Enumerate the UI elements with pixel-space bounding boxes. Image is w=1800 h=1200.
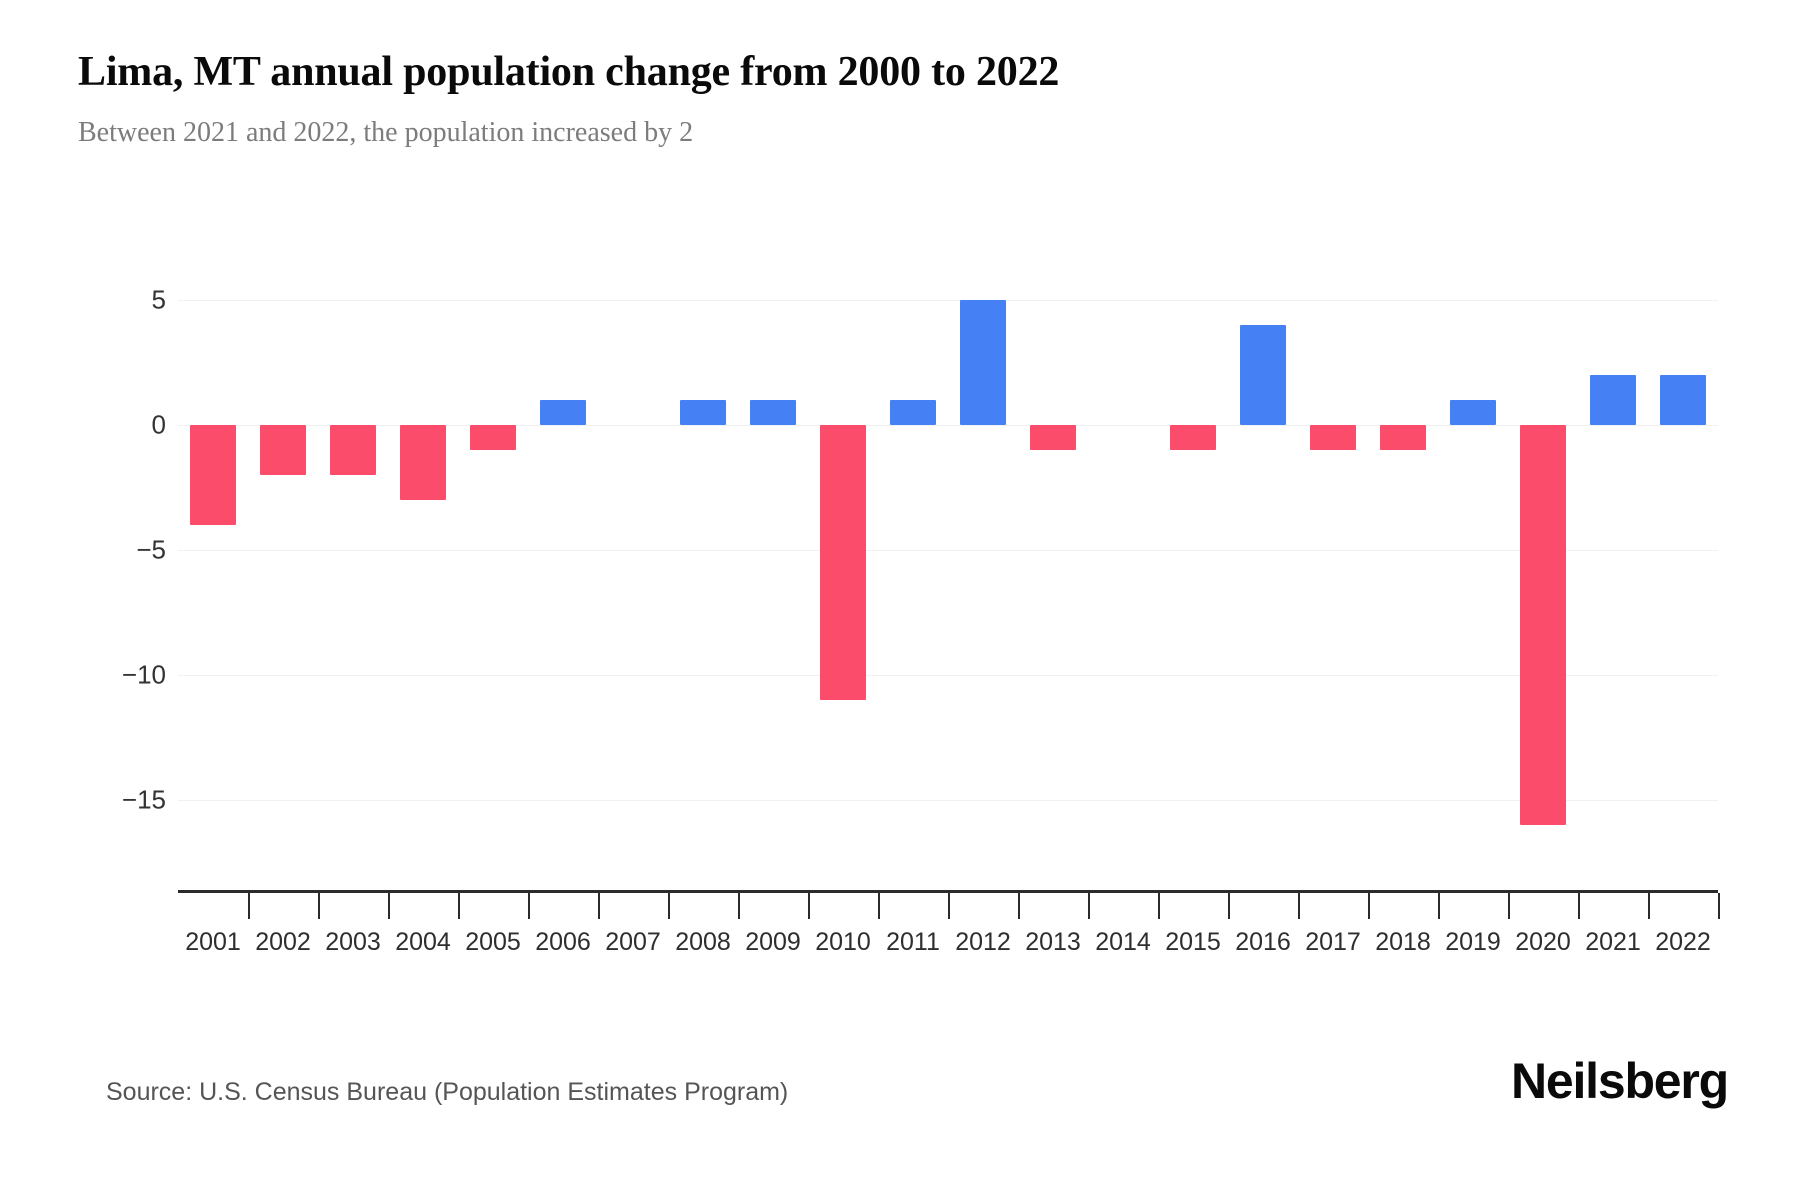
- bar-2010[interactable]: [819, 425, 867, 700]
- x-axis-tick-label: 2018: [1375, 928, 1431, 956]
- x-axis-tick: [1578, 893, 1580, 919]
- bar-2021[interactable]: [1589, 375, 1637, 425]
- x-axis-tick: [528, 893, 530, 919]
- x-axis-tick-label: 2019: [1445, 928, 1501, 956]
- bar-2022[interactable]: [1659, 375, 1707, 425]
- bar-2004[interactable]: [399, 425, 447, 500]
- y-axis-tick-label: 5: [151, 284, 166, 315]
- x-axis-tick: [388, 893, 390, 919]
- y-axis-tick-label: 0: [151, 409, 166, 440]
- bar-2001[interactable]: [189, 425, 237, 525]
- x-axis-tick: [318, 893, 320, 919]
- x-axis-tick: [1368, 893, 1370, 919]
- y-axis-tick-label: −10: [121, 659, 166, 690]
- x-axis-tick-label: 2016: [1235, 928, 1291, 956]
- bar-series: [178, 300, 1718, 825]
- x-axis-labels: 2001 2002 2003 2004 2005 2006 2007 2008 2009 2010…: [178, 928, 1718, 968]
- gridline: [178, 550, 1718, 551]
- x-axis-tick-label: 2010: [815, 928, 871, 956]
- bar-2003[interactable]: [329, 425, 377, 475]
- x-axis-tick: [1438, 893, 1440, 919]
- bar-2020[interactable]: [1519, 425, 1567, 825]
- gridline: [178, 300, 1718, 301]
- bar-2005[interactable]: [469, 425, 517, 450]
- x-axis-tick: [1088, 893, 1090, 919]
- x-axis-ticks: [178, 893, 1720, 919]
- x-axis-tick: [668, 893, 670, 919]
- x-axis-tick: [948, 893, 950, 919]
- x-axis-tick-label: 2006: [535, 928, 591, 956]
- x-axis-tick-label: 2021: [1585, 928, 1641, 956]
- x-axis-tick-label: 2007: [605, 928, 661, 956]
- chart-header: Lima, MT annual population change from 2…: [78, 48, 1718, 149]
- bar-2002[interactable]: [259, 425, 307, 475]
- chart-subtitle: Between 2021 and 2022, the population in…: [78, 116, 694, 148]
- page-title: Lima, MT annual population change from 2…: [78, 49, 1060, 95]
- x-axis-tick: [598, 893, 600, 919]
- y-axis-labels: 5 0 −5 −10 −15: [78, 285, 166, 815]
- bar-2015[interactable]: [1169, 425, 1217, 450]
- x-axis-tick-label: 2015: [1165, 928, 1221, 956]
- chart-gridlines: [178, 300, 1718, 801]
- x-axis-tick: [878, 893, 880, 919]
- x-axis-tick-label: 2008: [675, 928, 731, 956]
- bar-2008[interactable]: [679, 400, 727, 425]
- x-axis-tick: [738, 893, 740, 919]
- y-axis-tick-label: −15: [121, 784, 166, 815]
- x-axis-tick-label: 2009: [745, 928, 801, 956]
- x-axis-tick-label: 2011: [886, 928, 940, 956]
- x-axis-tick-label: 2003: [325, 928, 381, 956]
- x-axis-tick-label: 2004: [395, 928, 451, 956]
- bar-2018[interactable]: [1379, 425, 1427, 450]
- gridline: [178, 800, 1718, 801]
- x-axis-tick-label: 2022: [1655, 928, 1711, 956]
- x-axis-tick-label: 2012: [955, 928, 1011, 956]
- x-axis-tick: [1718, 893, 1720, 919]
- bar-2013[interactable]: [1029, 425, 1077, 450]
- bar-2016[interactable]: [1239, 325, 1287, 425]
- source-note: Source: U.S. Census Bureau (Population E…: [106, 1078, 789, 1106]
- x-axis-tick: [1508, 893, 1510, 919]
- x-axis-tick: [1018, 893, 1020, 919]
- x-axis-tick: [1298, 893, 1300, 919]
- x-axis-tick-label: 2001: [185, 928, 241, 956]
- x-axis-tick-label: 2013: [1025, 928, 1081, 956]
- gridline: [178, 425, 1718, 426]
- bar-2012[interactable]: [959, 300, 1007, 425]
- x-axis-line: [178, 890, 1718, 893]
- bar-2006[interactable]: [539, 400, 587, 425]
- bar-2009[interactable]: [749, 400, 797, 425]
- x-axis-tick-label: 2005: [465, 928, 521, 956]
- x-axis-tick-label: 2014: [1095, 928, 1151, 956]
- x-axis-tick: [1648, 893, 1650, 919]
- x-axis-tick-label: 2020: [1515, 928, 1571, 956]
- x-axis-tick: [1228, 893, 1230, 919]
- x-axis-tick-label: 2017: [1305, 928, 1361, 956]
- x-axis-tick: [808, 893, 810, 919]
- x-axis-tick-label: 2002: [255, 928, 311, 956]
- gridline: [178, 675, 1718, 676]
- bar-2017[interactable]: [1309, 425, 1357, 450]
- x-axis-tick: [1158, 893, 1160, 919]
- x-axis-tick: [248, 893, 250, 919]
- brand-logo: Neilsberg: [1510, 1053, 1729, 1109]
- y-axis-tick-label: −5: [136, 534, 166, 565]
- x-axis-tick: [458, 893, 460, 919]
- bar-2019[interactable]: [1449, 400, 1497, 425]
- bar-2011[interactable]: [889, 400, 937, 425]
